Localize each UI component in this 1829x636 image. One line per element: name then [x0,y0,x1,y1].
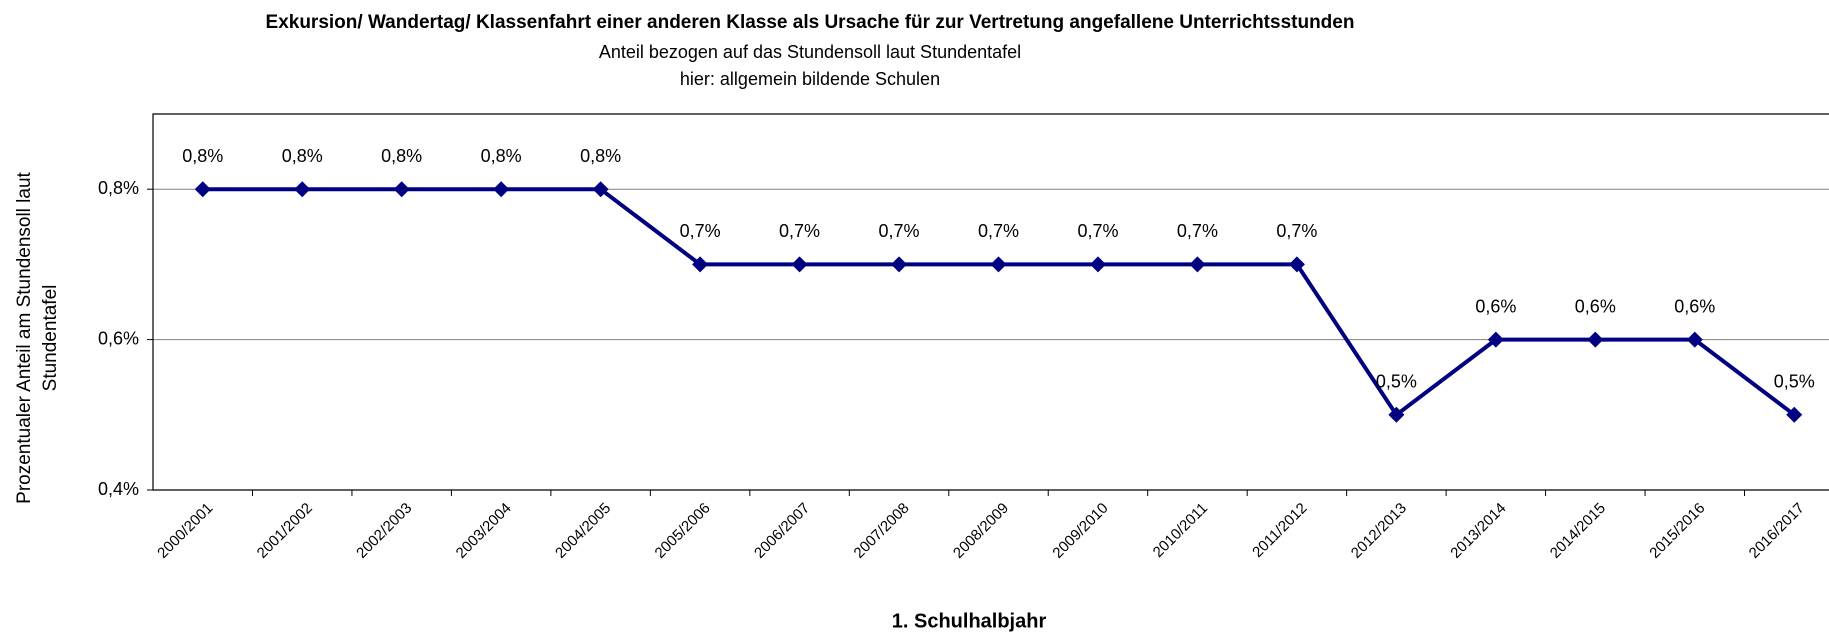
x-tick-label: 2014/2015 [1547,500,1609,562]
chart-subtitle: Anteil bezogen auf das Stundensoll laut … [599,42,1021,62]
data-marker [891,256,908,273]
data-label: 0,8% [580,146,621,166]
y-axis-label: Stundentafel [40,285,61,392]
data-marker [1089,256,1106,273]
y-axis-label: Prozentualer Anteil am Stundensoll laut [14,171,35,503]
data-marker [1786,406,1803,423]
data-marker [1487,331,1504,348]
x-tick-label: 2007/2008 [851,500,913,562]
x-tick-label: 2003/2004 [453,500,515,562]
x-tick-label: 2015/2016 [1646,500,1708,562]
x-tick-label: 2008/2009 [950,500,1012,562]
data-marker [393,181,410,198]
data-label: 0,7% [1177,221,1218,241]
data-label: 0,7% [779,221,820,241]
data-marker [1686,331,1703,348]
chart-subtitle: hier: allgemein bildende Schulen [680,69,940,89]
data-label: 0,7% [978,221,1019,241]
x-tick-label: 2009/2010 [1049,500,1111,562]
data-marker [692,256,709,273]
data-label: 0,6% [1575,296,1616,316]
x-tick-label: 2004/2005 [552,500,614,562]
x-tick-label: 2006/2007 [751,500,813,562]
data-label: 0,8% [381,146,422,166]
data-marker [1288,256,1305,273]
data-marker [493,181,510,198]
data-marker [592,181,609,198]
data-label: 0,7% [1276,221,1317,241]
y-tick-label: 0,6% [98,328,139,348]
data-label: 0,6% [1475,296,1516,316]
x-tick-label: 2001/2002 [254,500,316,562]
data-marker [1587,331,1604,348]
plot-border [152,113,1829,491]
x-tick-label: 2005/2006 [652,500,714,562]
data-label: 0,8% [481,146,522,166]
x-tick-label: 2013/2014 [1447,500,1509,562]
data-marker [990,256,1007,273]
chart-title: Exkursion/ Wandertag/ Klassenfahrt einer… [266,12,1355,33]
x-tick-label: 2012/2013 [1348,500,1410,562]
x-tick-label: 2002/2003 [353,500,415,562]
data-marker [791,256,808,273]
x-tick-label: 2000/2001 [154,500,216,562]
data-marker [194,181,211,198]
data-marker [294,181,311,198]
y-tick-label: 0,8% [98,178,139,198]
data-label: 0,8% [282,146,323,166]
x-tick-label: 2016/2017 [1746,500,1808,562]
x-tick-label: 2011/2012 [1249,500,1310,561]
x-tick-label: 2010/2011 [1150,500,1211,561]
x-axis-label: 1. Schulhalbjahr [892,610,1047,632]
data-label: 0,6% [1674,296,1715,316]
data-marker [1189,256,1206,273]
data-label: 0,8% [182,146,223,166]
data-label: 0,7% [1077,221,1118,241]
data-label: 0,7% [879,221,920,241]
data-label: 0,5% [1774,372,1815,392]
y-tick-label: 0,4% [98,479,139,499]
data-label: 0,7% [680,221,721,241]
data-label: 0,5% [1376,372,1417,392]
data-marker [1388,406,1405,423]
